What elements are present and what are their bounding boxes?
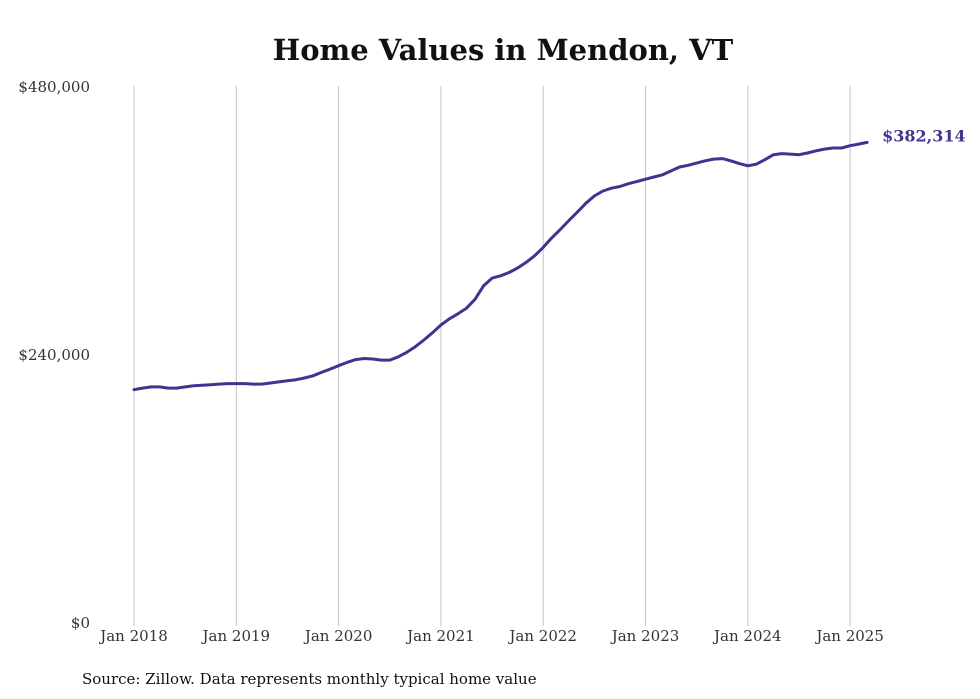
y-tick-label: $0	[71, 614, 90, 632]
x-tick-label: Jan 2023	[610, 627, 680, 645]
end-value-label: $382,314	[882, 126, 966, 145]
y-axis: $0 $240,000 $480,000	[18, 78, 90, 632]
x-tick-label: Jan 2018	[98, 627, 168, 645]
x-tick-label: Jan 2020	[303, 627, 373, 645]
x-tick-label: Jan 2024	[712, 627, 782, 645]
series-line	[132, 140, 869, 392]
source-note: Source: Zillow. Data represents monthly …	[82, 670, 537, 688]
chart-title: Home Values in Mendon, VT	[273, 33, 734, 67]
x-axis: Jan 2018 Jan 2019 Jan 2020 Jan 2021 Jan 2022…	[98, 627, 884, 645]
x-tick-label: Jan 2019	[201, 627, 271, 645]
x-tick-label: Jan 2021	[405, 627, 475, 645]
gridlines	[133, 86, 851, 626]
x-tick-label: Jan 2025	[814, 627, 884, 645]
y-tick-label: $480,000	[18, 78, 90, 96]
x-tick-label: Jan 2022	[507, 627, 577, 645]
series-layer: $382,314	[132, 126, 966, 392]
y-tick-label: $240,000	[18, 346, 90, 364]
